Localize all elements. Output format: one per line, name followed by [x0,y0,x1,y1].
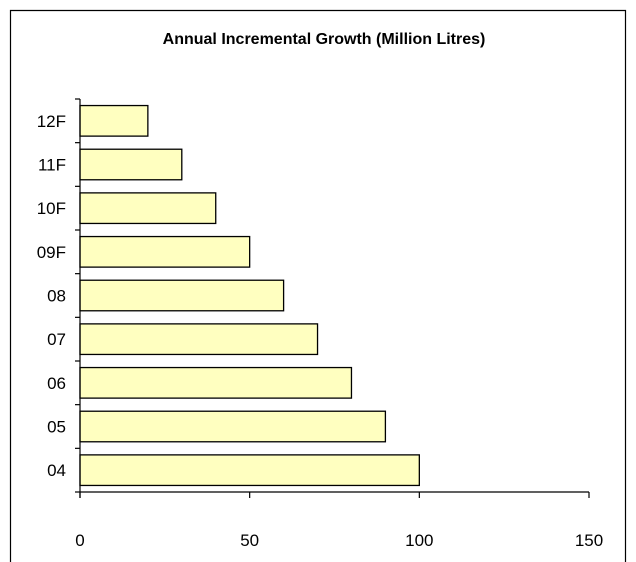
bar-09f [79,235,251,268]
bar-10f [79,192,217,225]
x-tick-label-150: 150 [575,531,603,550]
axes-layer [75,98,590,498]
bars-layer [79,104,420,487]
category-label-08: 08 [47,287,66,306]
bar-12f [79,104,149,137]
bar-04 [79,454,420,487]
category-label-06: 06 [47,374,66,393]
bar-08 [79,279,285,312]
category-label-05: 05 [47,418,66,437]
category-label-10f: 10F [37,199,66,218]
category-label-04: 04 [47,461,66,480]
category-label-09f: 09F [37,243,66,262]
category-label-07: 07 [47,330,66,349]
chart-border [9,9,627,562]
bar-11f [79,148,183,181]
x-tick-label-100: 100 [405,531,433,550]
x-tick-label-50: 50 [240,531,259,550]
labels-layer: 04 05 06 07 08 09F 10F 11F 12F 0 50 100 150 [37,112,603,550]
category-label-11f: 11F [38,156,66,175]
bar-06 [79,366,353,399]
bar-05 [79,410,387,443]
x-tick-label-0: 0 [75,531,84,550]
chart-title: Annual Incremental Growth (Million Litre… [163,31,486,48]
category-label-12f: 12F [37,112,66,131]
bar-07 [79,323,319,356]
